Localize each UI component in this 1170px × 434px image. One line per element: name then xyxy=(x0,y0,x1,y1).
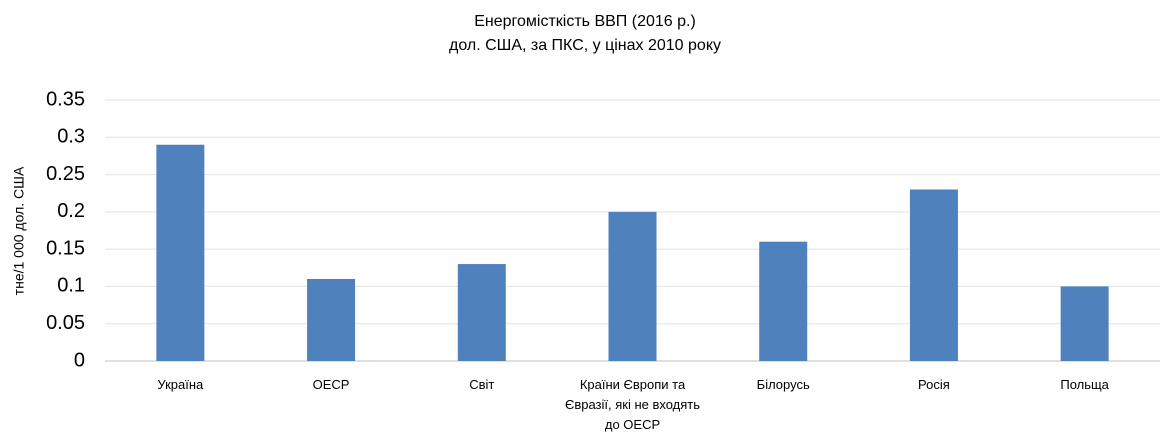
y-tick-label: 0.05 xyxy=(46,312,85,334)
y-tick-label: 0 xyxy=(74,349,85,371)
x-tick-label: Росія xyxy=(918,377,950,392)
x-tick-label: ОЕСР xyxy=(312,377,350,392)
x-tick-label: Світ xyxy=(469,377,495,392)
bar xyxy=(608,211,657,361)
chart-title: Енергомісткість ВВП (2016 р.) xyxy=(474,13,696,30)
y-tick-label: 0.25 xyxy=(46,163,85,185)
bar xyxy=(909,189,958,361)
y-tick-label: 0.1 xyxy=(57,275,85,297)
y-axis-title: тне/1 000 дол. США xyxy=(11,166,27,295)
y-tick-label: 0.3 xyxy=(57,126,85,148)
bar xyxy=(307,278,356,361)
y-tick-label: 0.35 xyxy=(46,88,85,110)
chart-subtitle: дол. США, за ПКС, у цінах 2010 року xyxy=(449,37,721,54)
x-tick-label: Польща xyxy=(1060,377,1109,392)
x-tick-label: Країни Європи та Євразії, які не входять… xyxy=(564,377,701,432)
y-tick-label: 0.15 xyxy=(46,237,85,259)
x-tick-label: Білорусь xyxy=(756,377,810,392)
bar xyxy=(457,264,506,361)
bar xyxy=(156,144,205,361)
x-tick-label: Україна xyxy=(157,377,204,392)
bar xyxy=(759,241,808,361)
bar xyxy=(1060,286,1109,361)
y-tick-label: 0.2 xyxy=(57,200,85,222)
